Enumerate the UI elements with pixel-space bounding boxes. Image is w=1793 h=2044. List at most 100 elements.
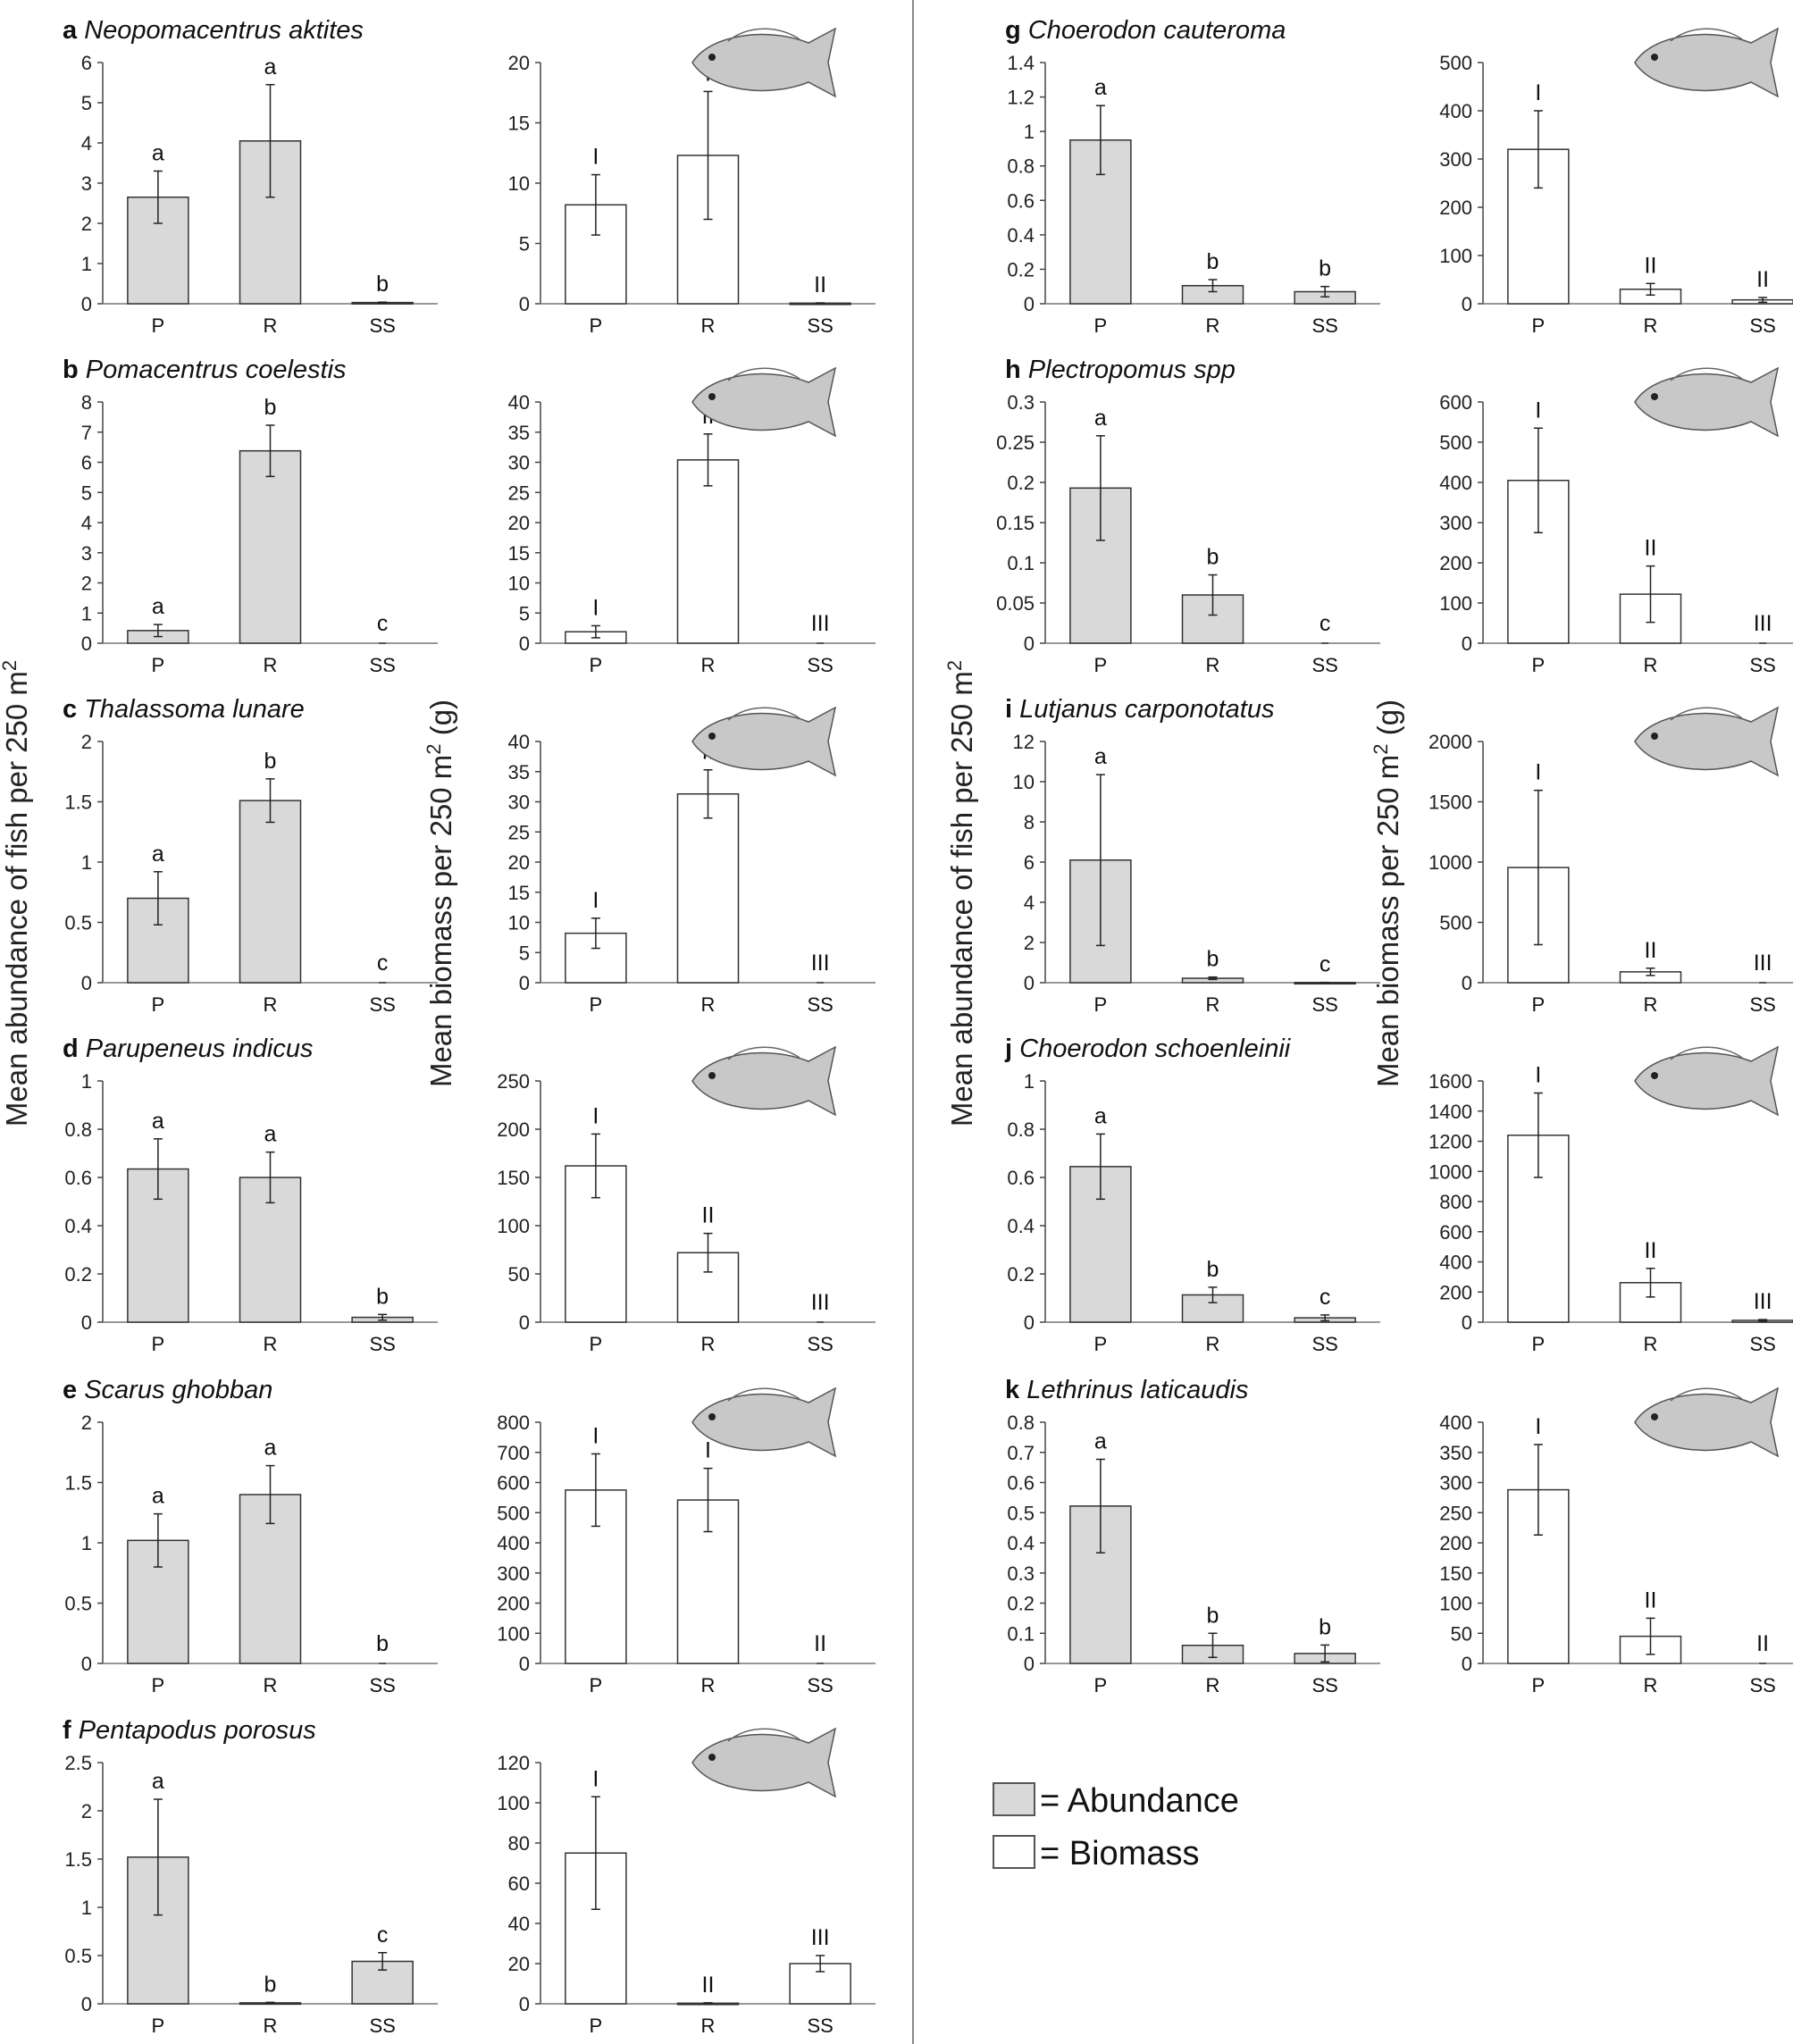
panel-g-biomass-sig-label-r: II xyxy=(1645,253,1657,278)
panel-i-fish-dorsal-fin xyxy=(1670,707,1743,721)
panel-e-abundance-category-r: R xyxy=(264,1674,278,1696)
panel-i-biomass-sig-label-ss: III xyxy=(1754,951,1772,976)
panel-h-biomass-bar-p xyxy=(1507,480,1570,644)
panel-a-biomass-tick-label: 15 xyxy=(508,113,530,135)
panel-f-biomass-tick-label: 60 xyxy=(508,1872,530,1895)
panel-d-title: d Parupeneus indicus xyxy=(63,1035,314,1063)
panel-i-biomass-tick-label: 2000 xyxy=(1429,731,1472,753)
panel-c-abundance-tick-label: 1.5 xyxy=(64,792,92,814)
panel-i-fish-eye xyxy=(1651,733,1658,740)
panel-b-abundance-tick-label: 8 xyxy=(81,391,92,414)
panel-h-biomass-sig-label-r: II xyxy=(1645,536,1657,561)
panel-g-abundance-tick-label: 1.2 xyxy=(1007,87,1035,109)
panel-e-biomass-tick-label: 200 xyxy=(497,1593,530,1615)
panel-b-biomass-tick-label: 20 xyxy=(508,512,530,534)
panel-j-fish-body xyxy=(1634,1045,1780,1117)
panel-e-biomass-category-p: P xyxy=(590,1674,603,1696)
panel-c-fish-body xyxy=(691,706,837,777)
panel-b-abundance-tick-label: 7 xyxy=(81,422,92,444)
panel-e-biomass-tick-label: 600 xyxy=(497,1472,530,1495)
panel-d-abundance-tick-label: 1 xyxy=(81,1070,92,1093)
panel-d-abundance-sig-label-r: a xyxy=(264,1122,277,1147)
panel-f-biomass-sig-label-ss: III xyxy=(811,1925,830,1950)
panel-j-biomass-category-p: P xyxy=(1532,1333,1546,1355)
panel-g-biomass-tick-label: 400 xyxy=(1439,100,1472,122)
panel-d-biomass-tick-label: 50 xyxy=(508,1263,530,1286)
panel-i-biomass-category-ss: SS xyxy=(1749,993,1775,1016)
panel-a-abundance-tick-label: 5 xyxy=(81,92,92,114)
panel-c-biomass-category-p: P xyxy=(590,993,603,1016)
panel-a-biomass-category-ss: SS xyxy=(807,314,833,337)
panel-j-abundance-tick-label: 0.2 xyxy=(1007,1263,1035,1286)
panel-h-title: h Plectropomus spp xyxy=(1005,356,1236,384)
panel-j-abundance-sig-label-r: b xyxy=(1207,1257,1219,1282)
panel-h-abundance-sig-label-r: b xyxy=(1207,545,1219,570)
panel-b-abundance-sig-label-ss: c xyxy=(377,611,389,636)
panel-b-fish-body xyxy=(691,366,837,438)
panel-a-biomass-sig-label-ss: II xyxy=(814,272,826,297)
panel-a-biomass-tick-label: 5 xyxy=(519,233,530,256)
panel-j-biomass-tick-label: 1600 xyxy=(1429,1070,1472,1093)
panel-g-biomass-tick-label: 500 xyxy=(1439,52,1472,74)
panel-g-abundance-tick-label: 0.6 xyxy=(1007,189,1035,212)
panel-e-abundance-category-p: P xyxy=(152,1674,165,1696)
panel-i-biomass-tick-label: 500 xyxy=(1439,912,1472,934)
panel-c-biomass-tick-label: 0 xyxy=(519,972,530,994)
panel-d-biomass-sig-label-p: I xyxy=(592,1103,599,1128)
panel-a-abundance-tick-label: 3 xyxy=(81,172,92,195)
panel-e-biomass-tick-label: 100 xyxy=(497,1622,530,1645)
panel-g-abundance-sig-label-ss: b xyxy=(1319,256,1331,281)
panel-c-title: c Thalassoma lunare xyxy=(63,695,305,724)
panel-e-biomass-tick-label: 0 xyxy=(519,1653,530,1675)
panel-j-fish-eye xyxy=(1651,1072,1658,1079)
panel-c-biomass-tick-label: 25 xyxy=(508,821,530,843)
panel-g-abundance-tick-label: 0.8 xyxy=(1007,155,1035,178)
panel-k-species-name: Lethrinus laticaudis xyxy=(1026,1376,1248,1404)
panel-e-fish-dorsal-fin xyxy=(727,1387,800,1402)
panel-k-title: k Lethrinus laticaudis xyxy=(1005,1376,1248,1404)
panel-f-abundance-category-p: P xyxy=(152,2015,165,2037)
panel-j-title: j Choerodon schoenleinii xyxy=(1004,1035,1292,1063)
panel-b-biomass-category-r: R xyxy=(701,654,716,676)
panel-f-biomass-sig-label-p: I xyxy=(592,1766,599,1791)
panel-f-biomass-tick-label: 100 xyxy=(497,1792,530,1814)
panel-j-abundance-sig-label-p: a xyxy=(1094,1103,1107,1128)
panel-k-abundance-tick-label: 0.4 xyxy=(1007,1532,1035,1554)
panel-g-biomass-sig-label-p: I xyxy=(1535,80,1541,105)
panel-h-species-name: Plectropomus spp xyxy=(1028,356,1236,384)
panel-c-biomass-bar-r xyxy=(676,792,740,984)
panel-j-biomass-tick-label: 1400 xyxy=(1429,1101,1472,1123)
panel-e-biomass-sig-label-ss: II xyxy=(814,1631,826,1656)
panel-b-abundance-tick-label: 6 xyxy=(81,452,92,474)
panel-b-abundance-tick-label: 1 xyxy=(81,602,92,624)
panel-b-biomass-tick-label: 0 xyxy=(519,632,530,655)
panel-b-abundance-bar-r xyxy=(239,449,302,644)
panel-f-biomass-category-r: R xyxy=(701,2015,716,2037)
panel-i-biomass-category-p: P xyxy=(1532,993,1546,1016)
panel-d-biomass-tick-label: 200 xyxy=(497,1118,530,1141)
panel-e-species-name: Scarus ghobban xyxy=(84,1376,272,1404)
panel-d-fish-illustration-icon xyxy=(691,1045,837,1117)
panel-b-biomass-bar-r xyxy=(676,459,740,644)
panel-j-abundance-chart: 0 0.2 0.4 0.6 0.8 1 a Pb Rc SS xyxy=(1007,1070,1380,1355)
panel-k-biomass-tick-label: 350 xyxy=(1439,1442,1472,1464)
panel-b-abundance-category-p: P xyxy=(152,654,165,676)
panel-k-biomass-sig-label-ss: II xyxy=(1756,1631,1769,1656)
panel-d-species-name: Parupeneus indicus xyxy=(86,1035,314,1063)
panel-j-abundance-tick-label: 0 xyxy=(1024,1311,1035,1334)
panel-a-abundance-sig-label-ss: b xyxy=(376,272,389,297)
panel-e-abundance-category-ss: SS xyxy=(369,1674,395,1696)
panel-d-abundance-category-r: R xyxy=(264,1333,278,1355)
panel-k-abundance-sig-label-r: b xyxy=(1207,1603,1219,1628)
panel-j-biomass-tick-label: 600 xyxy=(1439,1221,1472,1244)
panel-g-fish-dorsal-fin xyxy=(1670,28,1743,42)
panel-b-abundance-sig-label-p: a xyxy=(152,594,164,619)
panel-k-biomass-tick-label: 200 xyxy=(1439,1532,1472,1554)
panel-f-abundance-tick-label: 0.5 xyxy=(64,1945,92,1967)
panel-c-biomass-tick-label: 20 xyxy=(508,851,530,874)
panel-h-biomass-sig-label-p: I xyxy=(1535,398,1541,423)
panel-g-abundance-sig-label-r: b xyxy=(1207,249,1219,274)
panel-a-abundance-category-r: R xyxy=(264,314,278,337)
